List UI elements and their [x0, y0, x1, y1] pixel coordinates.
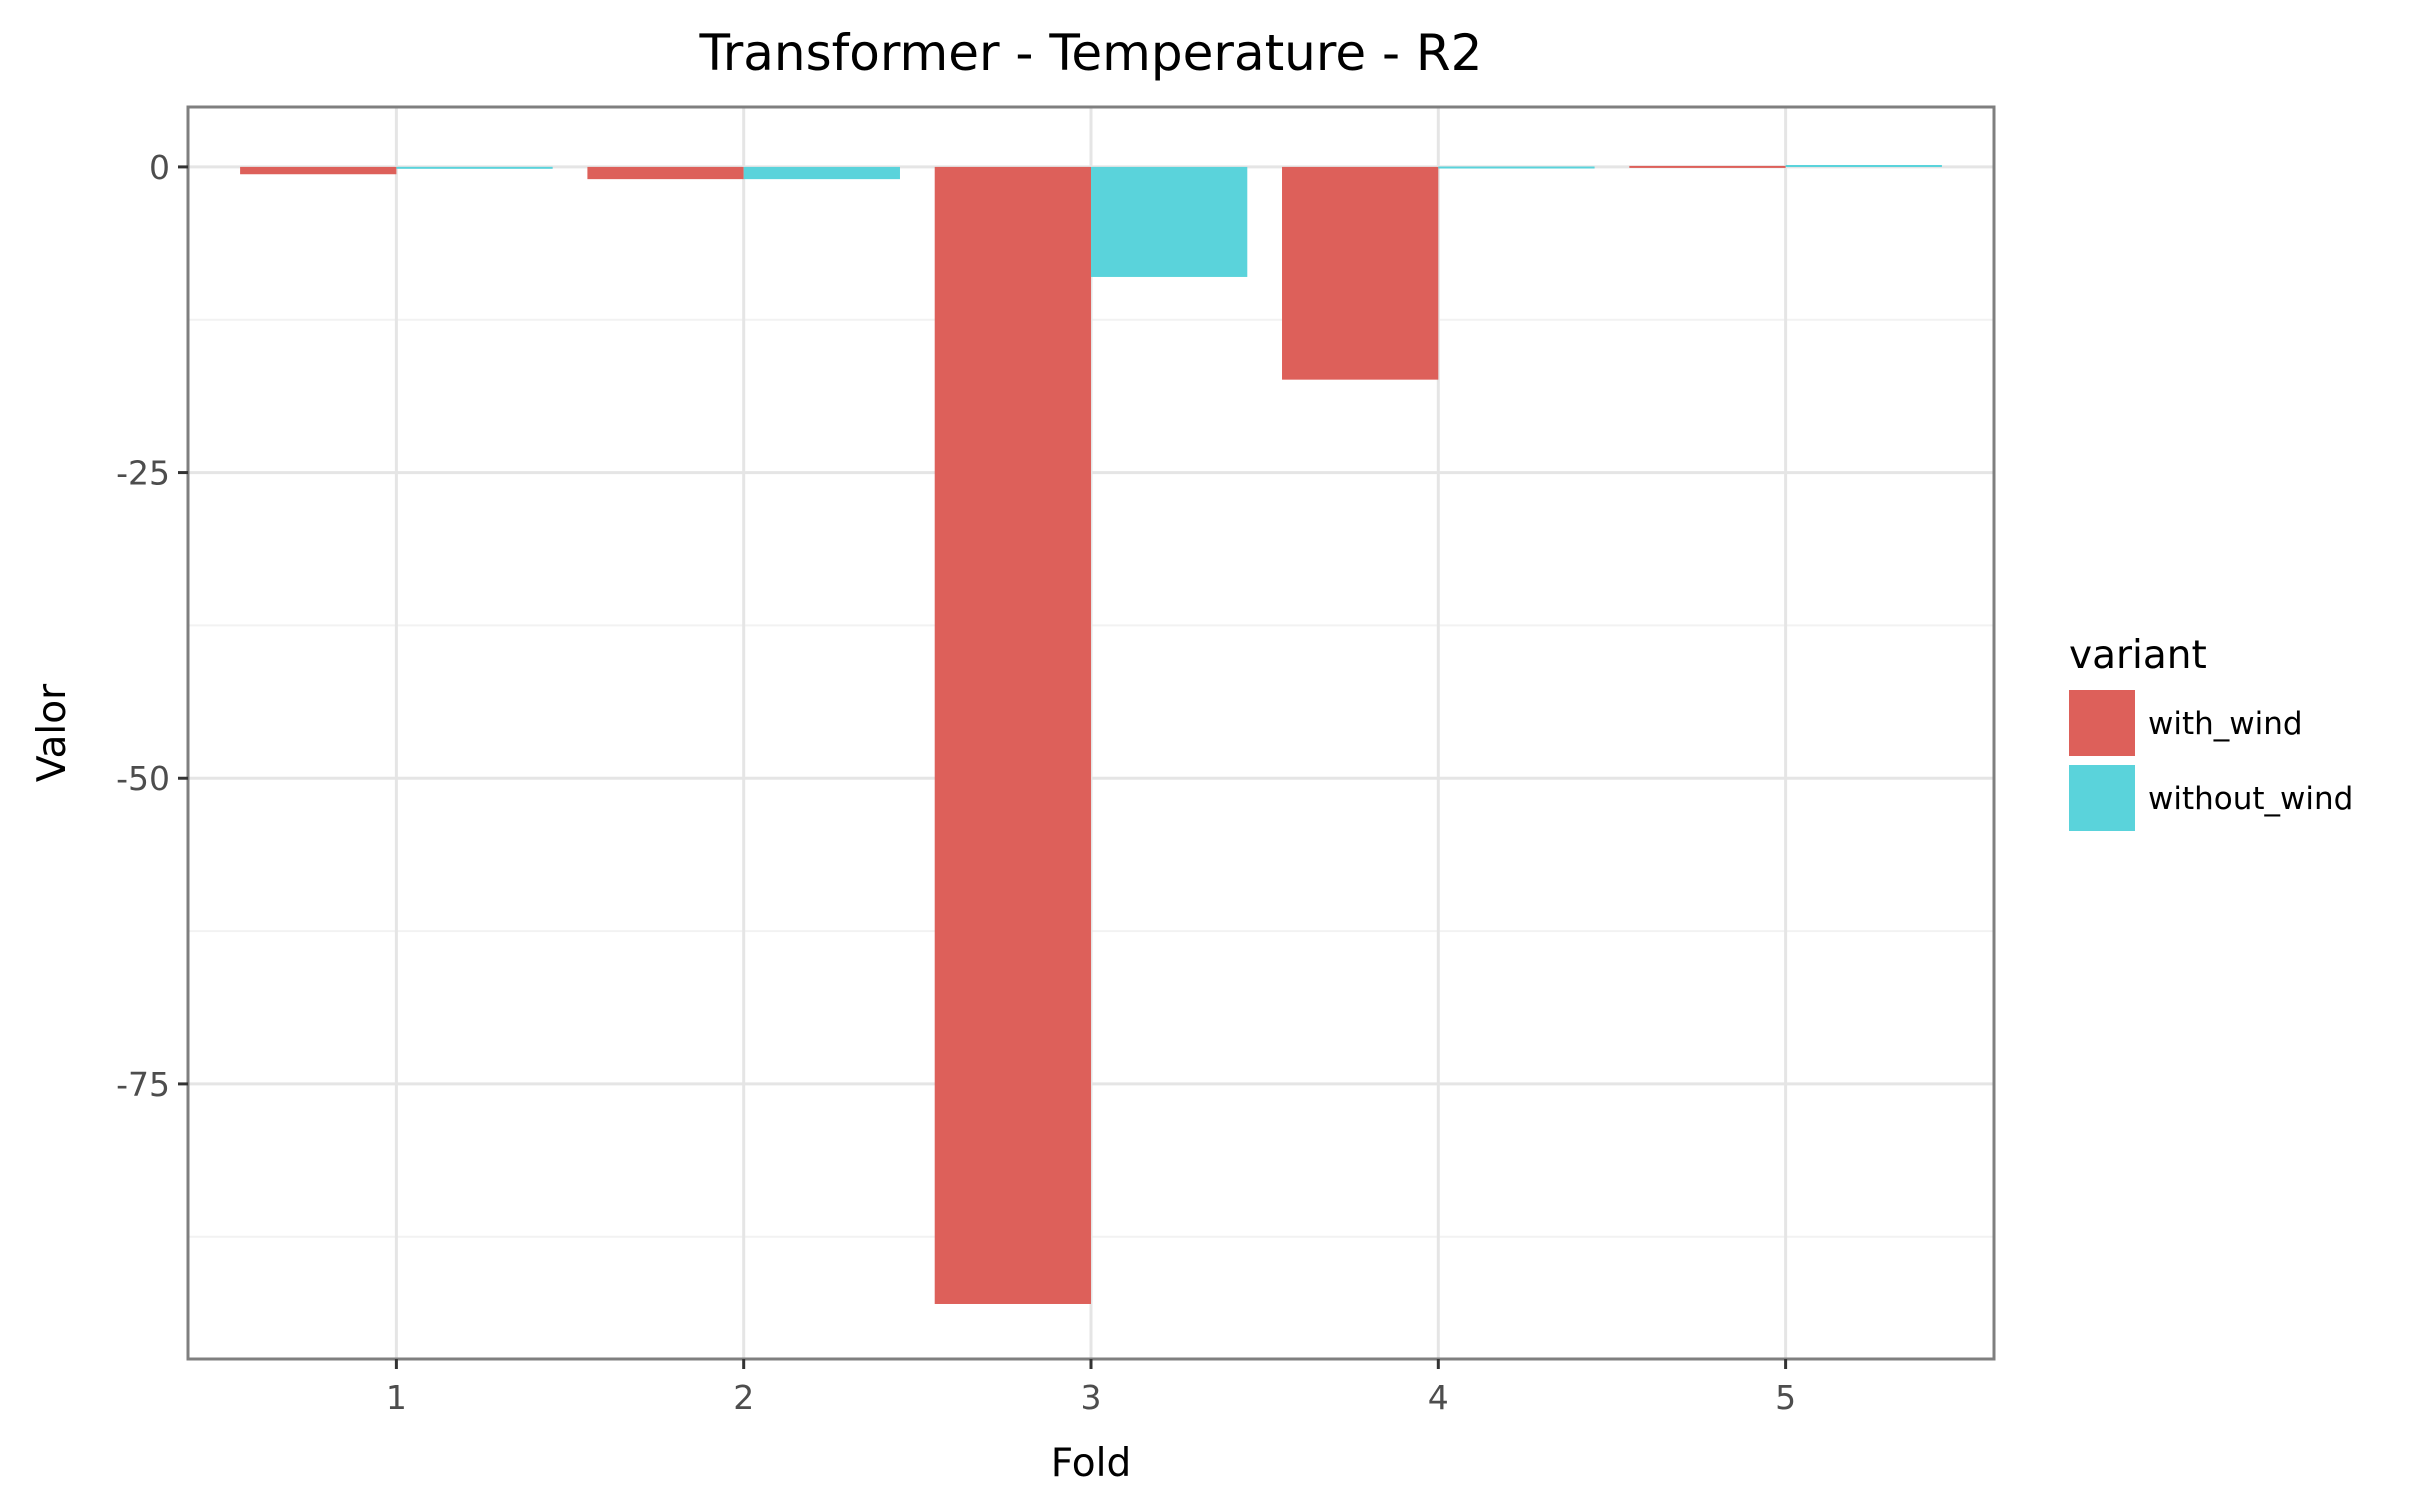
- bar-with_wind-fold-5: [1629, 165, 1786, 168]
- legend-label-with_wind: with_wind: [2148, 706, 2303, 742]
- chart-title: Transformer - Temperature - R2: [699, 24, 1483, 82]
- bar-without_wind-fold-3: [1091, 166, 1248, 277]
- legend-title: variant: [2069, 633, 2207, 678]
- x-tick-label: 3: [1081, 1378, 1102, 1417]
- legend: variant with_wind without_wind: [2069, 633, 2353, 831]
- y-tick-label: 0: [149, 148, 170, 187]
- y-axis-ticks: 0 -25 -50 -75: [116, 148, 188, 1104]
- y-tick-label: -75: [116, 1065, 170, 1104]
- bar-with_wind-fold-2: [587, 166, 744, 180]
- x-axis-ticks: 1 2 3 4 5: [386, 1359, 1796, 1417]
- bar-without_wind-fold-1: [396, 166, 553, 169]
- y-tick-label: -50: [116, 759, 170, 798]
- legend-swatch-with_wind: [2069, 690, 2135, 756]
- bar-without_wind-fold-2: [743, 166, 900, 180]
- y-axis-title: Valor: [30, 683, 75, 782]
- x-axis-title: Fold: [1051, 1441, 1132, 1486]
- bar-with_wind-fold-1: [240, 166, 397, 175]
- bar-with_wind-fold-4: [1282, 166, 1439, 380]
- bar-without_wind-fold-5: [1785, 164, 1942, 167]
- x-tick-label: 1: [386, 1378, 407, 1417]
- bar-without_wind-fold-4: [1438, 166, 1595, 169]
- x-tick-label: 2: [733, 1378, 754, 1417]
- x-tick-label: 4: [1428, 1378, 1449, 1417]
- bars: [240, 164, 1942, 1304]
- bar-with_wind-fold-3: [934, 166, 1091, 1304]
- legend-swatch-without_wind: [2069, 765, 2135, 831]
- legend-items: with_wind without_wind: [2069, 690, 2353, 831]
- x-tick-label: 5: [1775, 1378, 1796, 1417]
- legend-label-without_wind: without_wind: [2148, 781, 2353, 817]
- y-tick-label: -25: [116, 454, 170, 493]
